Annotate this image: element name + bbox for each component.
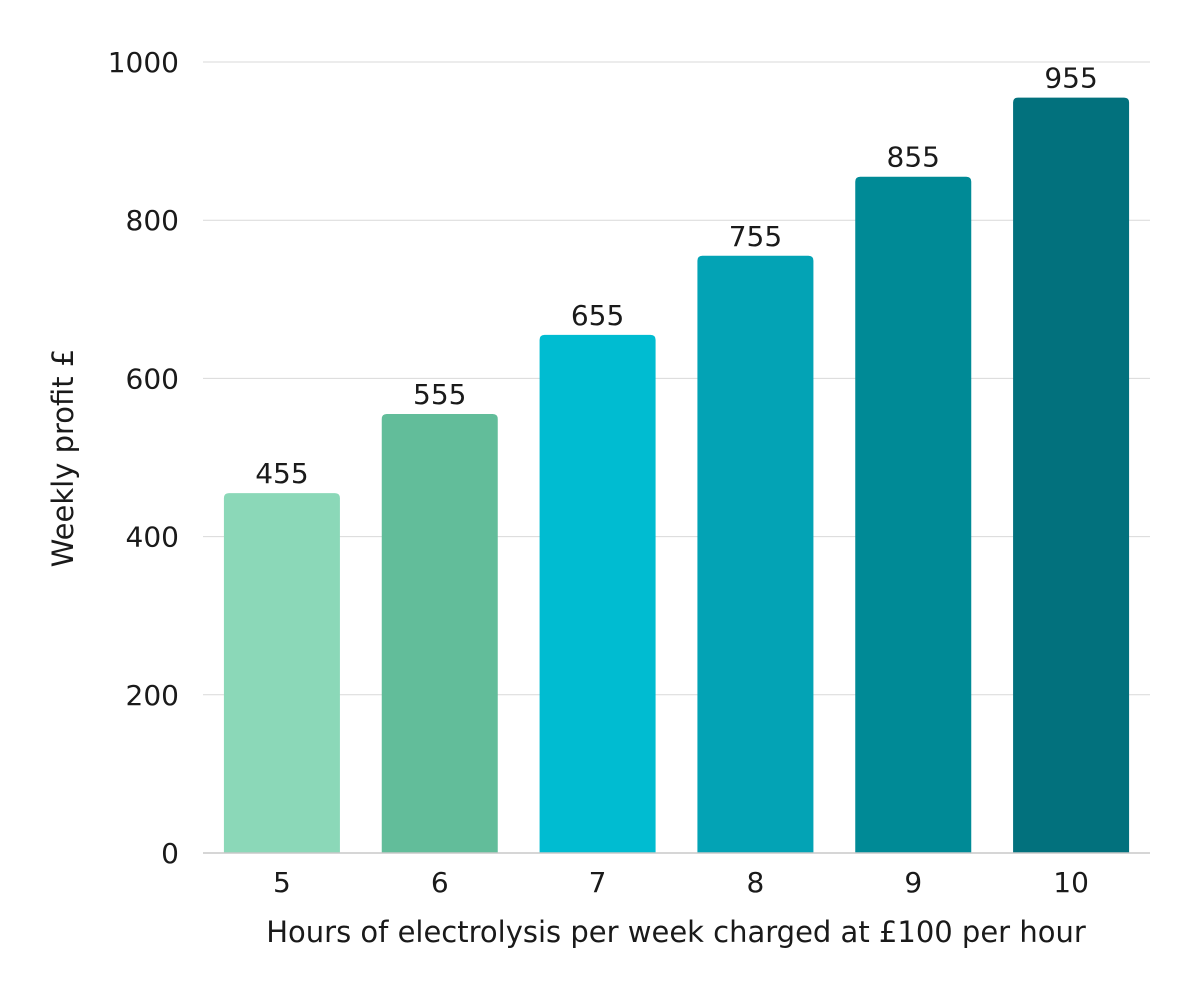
x-tick-label: 7 <box>589 866 607 899</box>
x-axis-title: Hours of electrolysis per week charged a… <box>266 915 1086 949</box>
x-tick-label: 5 <box>273 866 291 899</box>
x-tick-label: 8 <box>747 866 765 899</box>
y-tick-label: 400 <box>126 521 179 554</box>
bar <box>539 334 656 853</box>
x-tick-label: 10 <box>1053 866 1089 899</box>
bar-value-label: 955 <box>1044 62 1097 95</box>
bar <box>855 176 972 853</box>
y-tick-label: 800 <box>126 204 179 237</box>
bar-value-label: 655 <box>571 299 624 332</box>
y-axis-title: Weekly profit £ <box>46 349 80 568</box>
bar-value-label: 755 <box>729 220 782 253</box>
bar-value-label: 555 <box>413 378 466 411</box>
axes: 0 200 400 600 800 1000 5 6 7 8 9 10 <box>108 46 1150 899</box>
bar-value-label: 855 <box>887 141 940 174</box>
bars <box>223 97 1130 854</box>
bar <box>223 493 340 853</box>
x-tick-label: 9 <box>904 866 922 899</box>
y-tick-label: 1000 <box>108 46 179 79</box>
bar <box>1013 97 1130 854</box>
bar <box>381 413 498 853</box>
y-tick-label: 200 <box>126 679 179 712</box>
y-tick-label: 0 <box>161 837 179 870</box>
bar-value-label: 455 <box>255 457 308 490</box>
bar <box>697 255 814 854</box>
gridlines <box>203 61 1150 696</box>
y-tick-label: 600 <box>126 362 179 395</box>
x-tick-label: 6 <box>431 866 449 899</box>
data-labels: 455 555 655 755 855 955 <box>255 62 1098 491</box>
